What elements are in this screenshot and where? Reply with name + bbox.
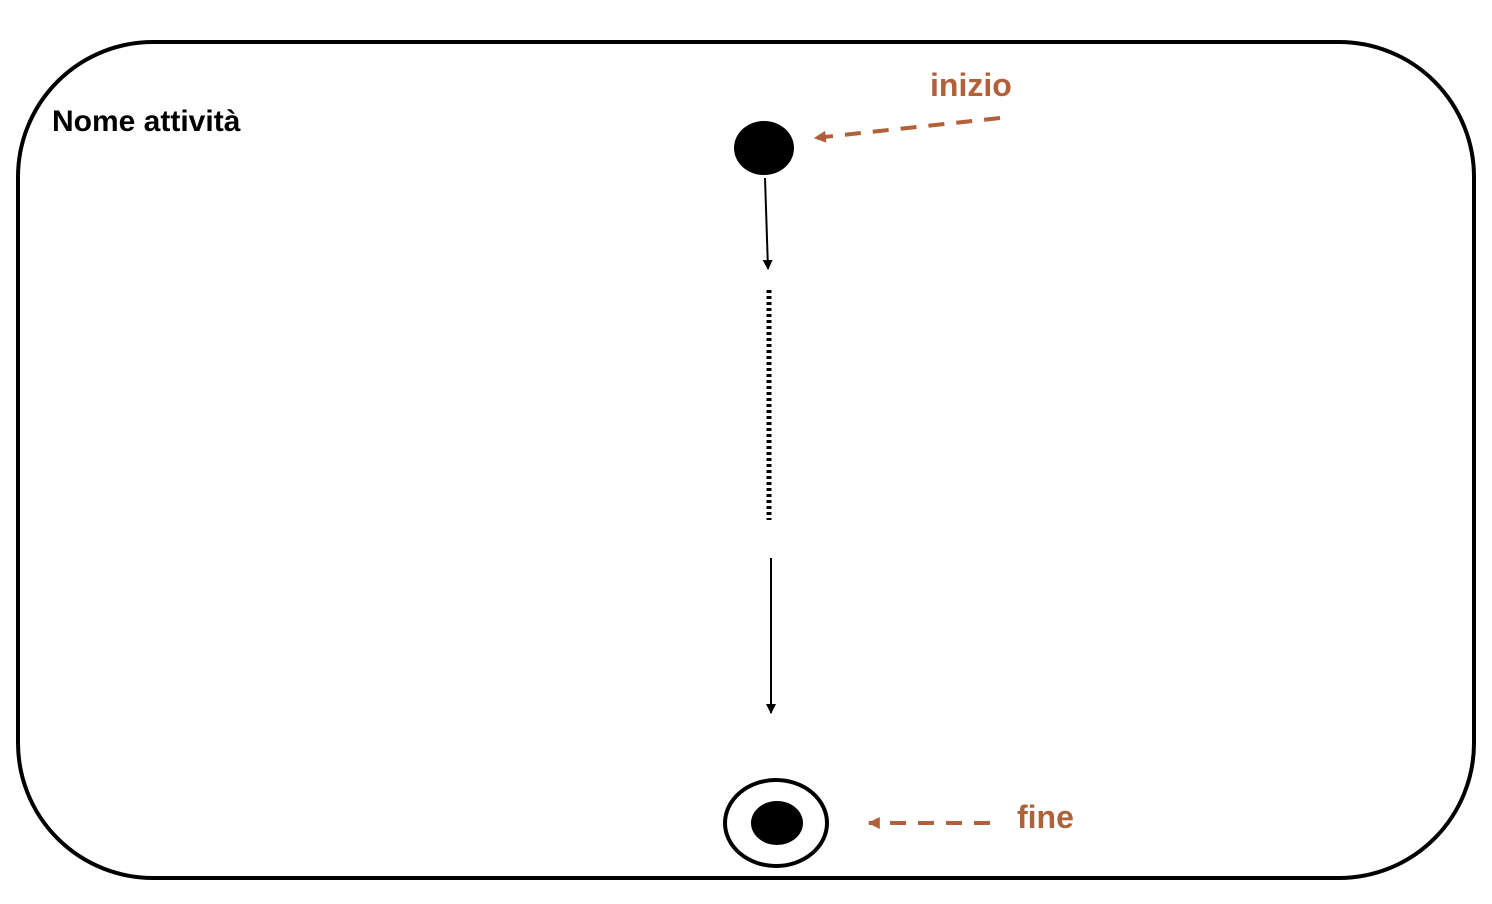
activity-frame xyxy=(16,40,1476,880)
activity-name: Nome attività xyxy=(52,105,241,138)
final-node xyxy=(723,778,829,868)
start-annotation-arrow xyxy=(813,116,1001,143)
end-annotation-label: fine xyxy=(1017,799,1074,835)
final-node-core xyxy=(751,801,803,845)
initial-node xyxy=(734,121,794,175)
flow-arrow-start xyxy=(762,177,773,270)
start-annotation-label: inizio xyxy=(930,67,1012,103)
